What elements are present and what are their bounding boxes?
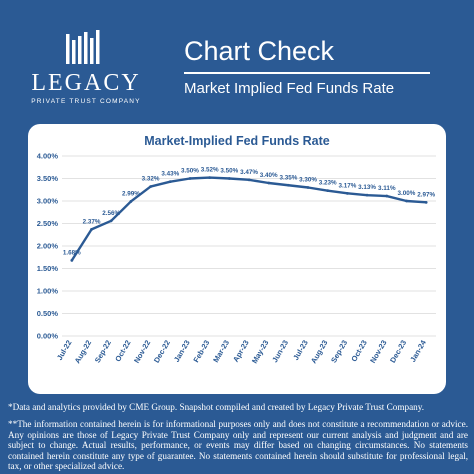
- data-point: [90, 227, 93, 231]
- data-point: [306, 186, 310, 189]
- x-tick-label: May-23: [250, 339, 271, 366]
- data-label: 2.99%: [122, 190, 140, 197]
- header-title: Chart Check: [184, 36, 335, 66]
- y-tick-label: 3.50%: [37, 174, 59, 183]
- data-labels: 1.68%2.37%2.56%2.99%3.32%3.43% 3.50% 3.52%…: [63, 167, 436, 257]
- y-tick-label: 0.50%: [37, 309, 59, 318]
- data-point: [168, 180, 172, 184]
- x-tick-label: Apr-23: [231, 339, 251, 364]
- x-tick-label: Sep-23: [329, 339, 349, 365]
- data-label: 3.30%: [299, 177, 317, 184]
- data-point: [129, 200, 133, 203]
- data-label: 2.37%: [83, 218, 101, 225]
- x-tick-label: Sep-22: [93, 339, 113, 365]
- data-label: 3.50%: [181, 168, 199, 175]
- y-tick-label: 2.00%: [37, 242, 59, 251]
- data-label: 2.56%: [102, 210, 120, 217]
- data-point: [424, 200, 428, 204]
- brand-tagline: PRIVATE TRUST COMPANY: [31, 98, 141, 105]
- data-points: [70, 176, 428, 262]
- x-tick-label: Oct-22: [113, 339, 132, 364]
- bar-chart-logo-icon: [66, 30, 100, 64]
- y-tick-label: 2.50%: [37, 219, 59, 228]
- data-point: [109, 219, 113, 223]
- x-tick-label: Jan-23: [172, 339, 192, 364]
- brand-name: LEGACY: [31, 70, 141, 96]
- data-label: 3.32%: [142, 176, 160, 183]
- x-tick-label: Jun-23: [270, 339, 290, 364]
- data-point: [326, 189, 330, 193]
- header-subtitle: Market Implied Fed Funds Rate: [184, 80, 395, 97]
- data-point: [247, 178, 251, 182]
- data-point: [405, 199, 408, 203]
- data-point: [385, 194, 389, 198]
- x-axis-ticks: Jul-22 Aug-22 Sep-22 Oct-22 Nov-22 Dec-22 Jan-…: [55, 338, 428, 365]
- source-footnote: *Data and analytics provided by CME Grou…: [8, 402, 425, 412]
- x-tick-label: Feb-23: [191, 339, 211, 364]
- data-point: [227, 177, 231, 180]
- x-tick-label: Aug-22: [73, 339, 94, 366]
- data-label: 3.47%: [240, 169, 258, 176]
- x-tick-label: Jan-24: [408, 338, 428, 364]
- line-chart: Market-Implied Fed Funds Rate 0.00% 0.50%…: [37, 134, 436, 365]
- x-tick-label: Nov-22: [132, 339, 152, 365]
- data-point: [208, 176, 212, 179]
- data-label: 2.97%: [417, 191, 435, 198]
- x-tick-label: Dec-23: [388, 339, 408, 365]
- y-tick-label: 1.50%: [37, 264, 59, 273]
- chart-card: Market-Implied Fed Funds Rate 0.00% 0.50%…: [28, 124, 446, 394]
- y-tick-label: 3.00%: [37, 197, 59, 206]
- data-label: 3.35%: [279, 174, 297, 181]
- x-tick-label: Jul-22: [55, 339, 74, 362]
- grid-lines: [62, 155, 436, 337]
- x-tick-label: Nov-23: [368, 339, 388, 365]
- x-tick-label: Dec-22: [152, 339, 172, 365]
- data-label: 3.40%: [260, 172, 278, 179]
- x-tick-label: Oct-23: [349, 339, 368, 364]
- y-tick-label: 4.00%: [37, 152, 59, 161]
- x-tick-label: Mar-23: [211, 339, 231, 364]
- y-tick-label: 1.00%: [37, 287, 59, 296]
- data-label: 3.13%: [358, 184, 376, 191]
- data-point: [346, 191, 349, 195]
- data-point: [188, 177, 192, 180]
- data-point: [365, 193, 369, 197]
- data-point: [149, 185, 152, 188]
- data-label: 3.00%: [398, 190, 416, 197]
- data-point: [286, 183, 290, 187]
- data-label: 1.68%: [63, 249, 81, 256]
- data-label: 3.50%: [220, 168, 238, 175]
- data-point: [70, 259, 74, 262]
- data-point: [267, 181, 271, 185]
- y-tick-label: 0.00%: [37, 332, 59, 341]
- x-tick-label: Aug-23: [309, 339, 330, 366]
- data-label: 3.17%: [338, 182, 356, 189]
- data-label: 3.52%: [201, 167, 219, 174]
- chart-title: Market-Implied Fed Funds Rate: [144, 134, 329, 148]
- data-label: 3.11%: [378, 185, 396, 192]
- header-divider: [184, 72, 430, 74]
- x-tick-label: Jul-23: [291, 339, 310, 362]
- y-axis-ticks: 0.00% 0.50% 1.00% 1.50% 2.00% 2.50% 3.00% 3.50%…: [37, 152, 59, 341]
- data-label: 3.43%: [161, 171, 179, 178]
- data-label: 3.23%: [319, 180, 337, 187]
- disclaimer-footnote: **The information contained herein is fo…: [8, 419, 468, 471]
